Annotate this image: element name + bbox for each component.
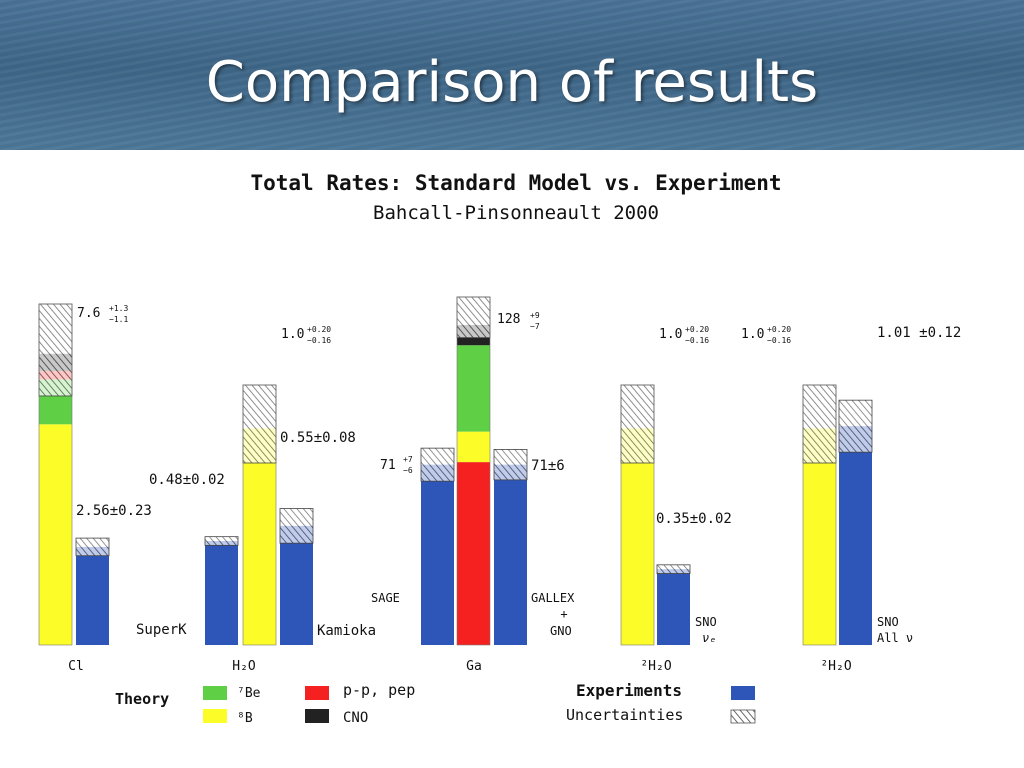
sno2-theory-label: 1.0 xyxy=(741,327,764,342)
legend-swatch-pp-pep xyxy=(305,686,329,700)
superk-name: SuperK xyxy=(136,622,187,638)
h2o-theory-err-minus: −0.16 xyxy=(307,336,331,345)
sage-name: SAGE xyxy=(371,591,400,605)
h2o-theory-err-plus: +0.20 xyxy=(307,325,331,334)
x-tick-d2o-1: ²H₂O xyxy=(640,659,671,674)
sno1-theory-err-plus: +0.20 xyxy=(685,325,709,334)
experiment-uncertainty-2-0 xyxy=(420,447,455,482)
cl-theory-label: 7.6 xyxy=(77,306,100,321)
x-tick-ga: Ga xyxy=(466,659,482,674)
sno1-theory-err-minus: −0.16 xyxy=(685,336,709,345)
chart-subtitle: Bahcall-Pinsonneault 2000 xyxy=(373,202,659,224)
experiment-uncertainty-3-0 xyxy=(656,564,691,574)
experiment-bar-4-0 xyxy=(839,426,872,645)
experiment-bar-3-0 xyxy=(657,569,690,645)
kamioka-exp-label: 0.55±0.08 xyxy=(280,430,356,446)
theory-bar-outline-0 xyxy=(38,303,73,646)
experiment-bar-1-1 xyxy=(280,525,313,645)
gallex-exp-label: 71±6 xyxy=(531,458,565,474)
slide-header xyxy=(0,0,1024,150)
chart-title: Total Rates: Standard Model vs. Experime… xyxy=(250,171,781,195)
theory-uncertainty-band-0 xyxy=(38,303,73,397)
ga-theory-label: 128 xyxy=(497,312,520,327)
superk-exp-label: 0.48±0.02 xyxy=(149,472,225,488)
sage-err-plus: +7 xyxy=(403,455,413,464)
legend-theory-label: Theory xyxy=(115,690,169,708)
x-tick-cl: Cl xyxy=(68,659,84,674)
theory-bar-3-b8 xyxy=(621,428,654,645)
gallex-name-2: + xyxy=(560,607,567,621)
theory-uncertainty-band-2 xyxy=(456,296,491,339)
legend-label-be7: ⁷Be xyxy=(237,686,261,701)
kamioka-name: Kamioka xyxy=(317,623,376,639)
experiment-bar-0-0 xyxy=(76,546,109,645)
sno2-name-1: SNO xyxy=(877,615,899,629)
sage-err-minus: −6 xyxy=(403,466,413,475)
cl-exp-label: 2.56±0.23 xyxy=(76,503,152,519)
theory-bar-2-b8 xyxy=(457,431,490,463)
legend-label-b8: ⁸B xyxy=(237,711,253,726)
theory-uncertainty-band-3 xyxy=(620,384,655,464)
theory-bar-4-b8 xyxy=(803,428,836,645)
experiment-bar-2-1 xyxy=(494,464,527,645)
experiment-bar-1-0 xyxy=(205,541,238,645)
legend-experiments-label: Experiments xyxy=(576,681,682,700)
sage-exp-label: 71 xyxy=(380,458,396,473)
theory-bar-0-b8 xyxy=(39,424,72,645)
experiment-uncertainty-0-0 xyxy=(75,537,110,557)
theory-bar-outline-3 xyxy=(620,384,655,646)
theory-uncertainty-band-4 xyxy=(802,384,837,464)
theory-bar-2-pp_pep xyxy=(457,462,490,645)
legend-swatch-be7 xyxy=(203,686,227,700)
experiment-uncertainty-1-1 xyxy=(279,508,314,544)
sno1-theory-label: 1.0 xyxy=(659,327,682,342)
sno1-name-2: νₑ xyxy=(702,631,716,645)
sno2-theory-err-plus: +0.20 xyxy=(767,325,791,334)
legend-swatch-cno xyxy=(305,709,329,723)
ga-theory-err-plus: +9 xyxy=(530,311,540,320)
theory-uncertainty-band-1 xyxy=(242,384,277,464)
slide-title: Comparison of results xyxy=(205,50,819,115)
sno1-exp-label: 0.35±0.02 xyxy=(656,511,732,527)
h2o-theory-label: 1.0 xyxy=(281,327,304,342)
sno2-exp-label: 1.01 ±0.12 xyxy=(877,325,961,341)
experiment-uncertainty-1-0 xyxy=(204,536,239,546)
experiment-uncertainty-2-1 xyxy=(493,449,528,481)
cl-theory-err-plus: +1.3 xyxy=(109,304,128,313)
theory-bar-2-be7 xyxy=(457,345,490,432)
cl-theory-err-minus: −1.1 xyxy=(109,315,128,324)
experiment-uncertainty-4-0 xyxy=(838,399,873,453)
theory-bar-outline-2 xyxy=(456,296,491,646)
theory-bar-outline-1 xyxy=(242,384,277,646)
legend-swatch-experiments xyxy=(731,686,755,700)
ga-theory-err-minus: −7 xyxy=(530,322,540,331)
legend-swatch-b8 xyxy=(203,709,227,723)
legend-swatch-uncertainties xyxy=(730,709,756,724)
gallex-name-3: GNO xyxy=(550,624,572,638)
legend-label-pp-pep: p-p, pep xyxy=(343,681,415,699)
sno1-name-1: SNO xyxy=(695,615,717,629)
legend-label-cno: CNO xyxy=(343,710,368,726)
sno2-name-2: All ν xyxy=(877,631,913,645)
x-tick-d2o-2: ²H₂O xyxy=(820,659,851,674)
theory-bar-1-b8 xyxy=(243,428,276,645)
sno2-theory-err-minus: −0.16 xyxy=(767,336,791,345)
x-tick-h2o: H₂O xyxy=(232,659,256,674)
experiment-bar-2-0 xyxy=(421,464,454,645)
gallex-name-1: GALLEX xyxy=(531,591,575,605)
legend-uncertainties-label: Uncertainties xyxy=(566,706,683,724)
comparison-chart: Total Rates: Standard Model vs. Experime… xyxy=(38,171,961,726)
theory-bar-outline-4 xyxy=(802,384,837,646)
